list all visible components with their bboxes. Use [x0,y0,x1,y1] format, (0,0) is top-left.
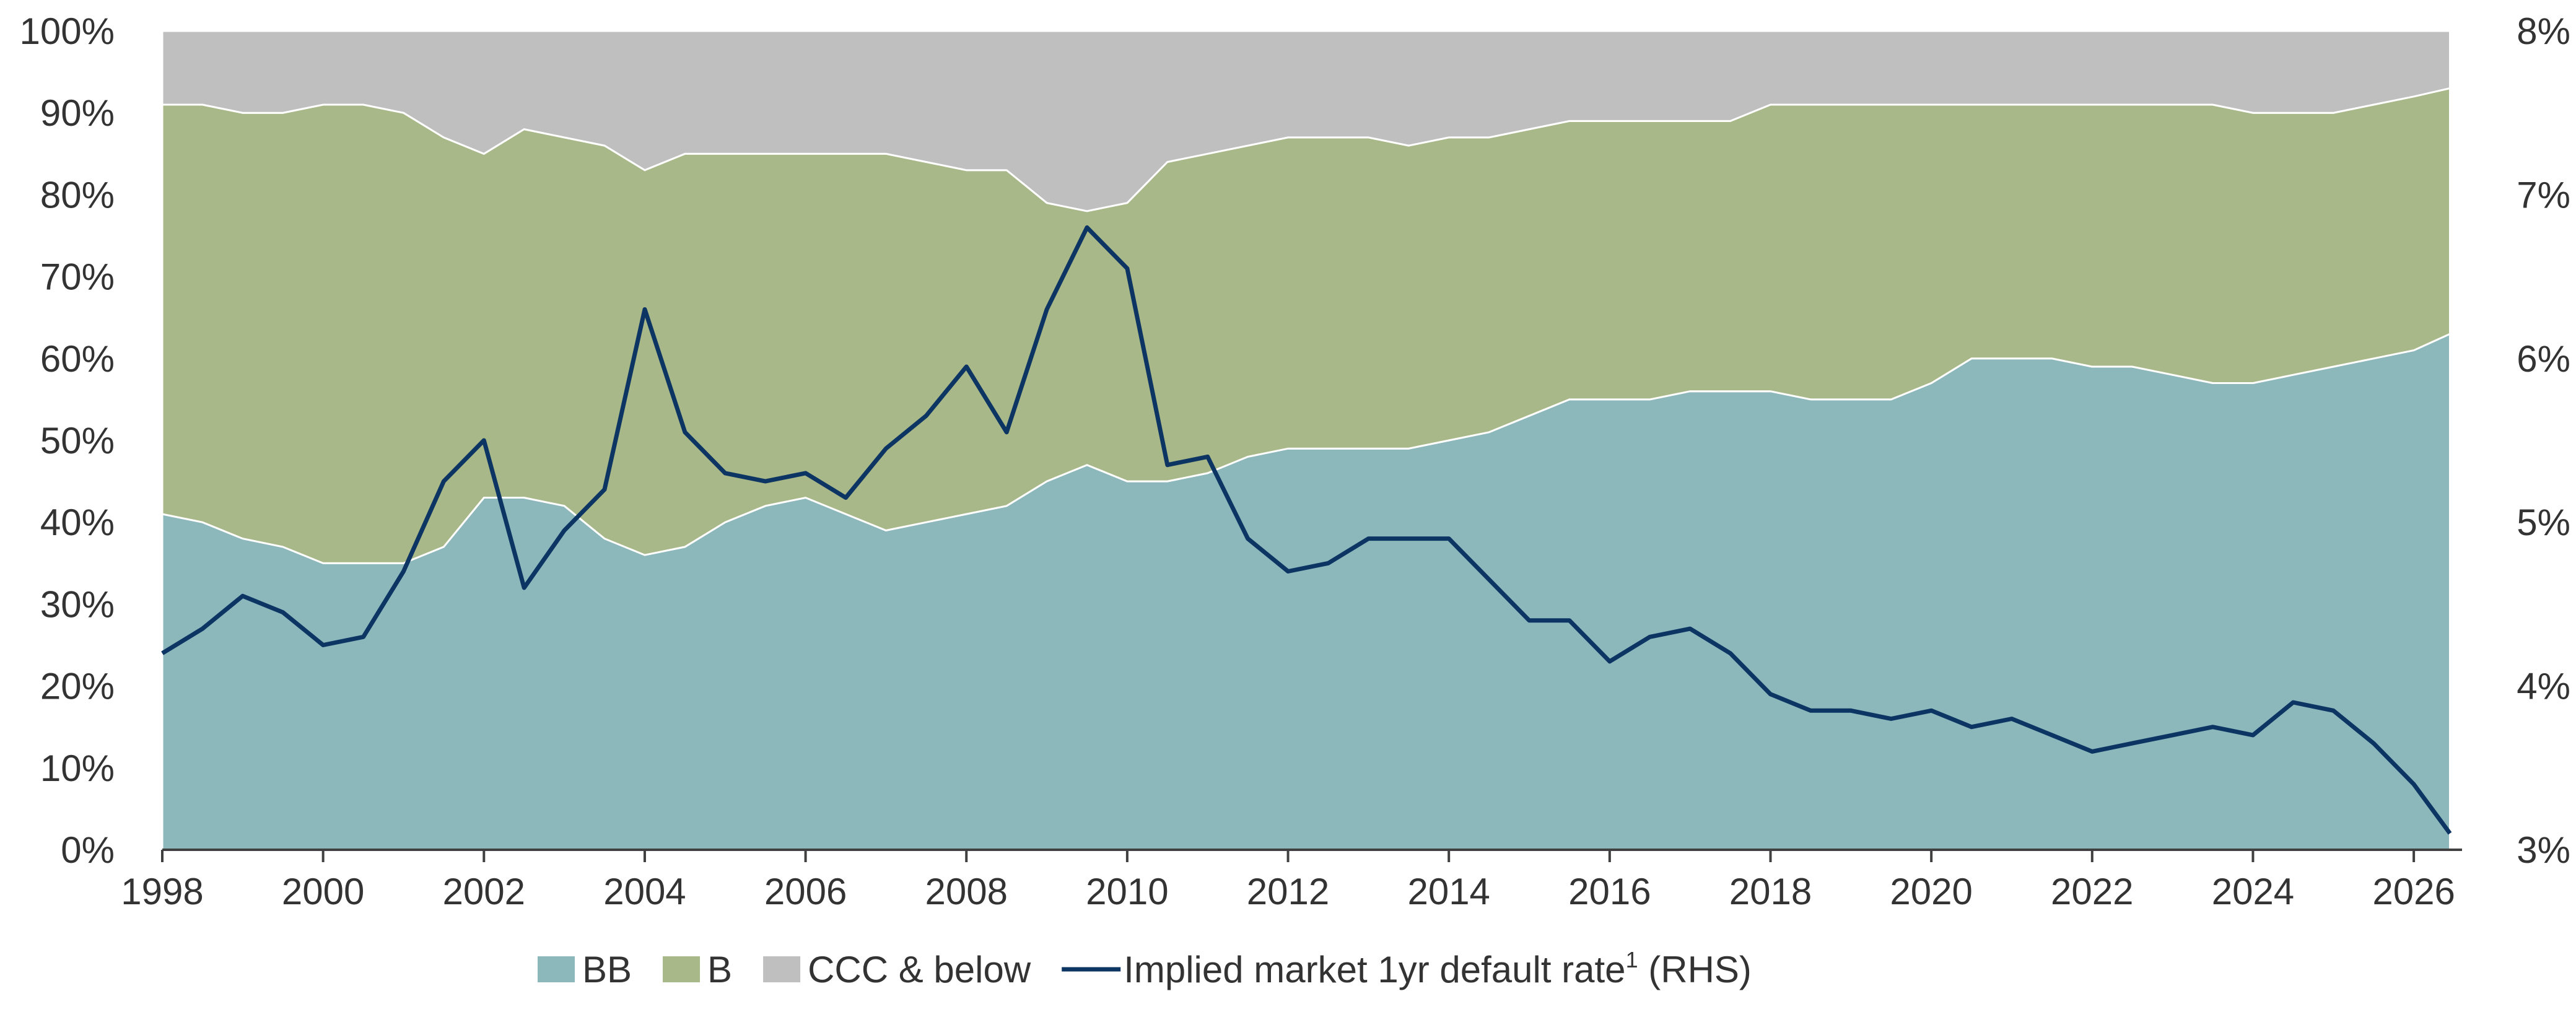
x-tick-label: 1998 [121,871,203,912]
y-left-tick-label: 80% [40,174,115,216]
legend-swatch-bb [538,956,575,982]
area-ccc-and-below [161,30,2451,212]
x-tick-label: 2008 [925,871,1008,912]
legend-label-default-rate-text: Implied market 1yr default rate [1124,949,1625,990]
legend-swatch-b [663,956,701,982]
legend-label-b: B [707,949,732,990]
line-default-rate [161,225,2452,835]
y-right-tick-label: 5% [2517,502,2570,543]
y-left-tick-label: 40% [40,502,115,543]
y-right-tick-label: 7% [2517,174,2570,216]
x-tick-label: 2002 [443,871,525,912]
y-left-tick-label: 20% [40,666,115,707]
x-tick-label: 2000 [282,871,364,912]
y-left-tick-label: 70% [40,256,115,298]
stacked-areas [161,30,2451,851]
legend: BB B CCC & below Implied market 1yr default… [538,947,1752,990]
x-tick-label: 2024 [2212,871,2294,912]
legend-label-bb: BB [582,949,632,990]
y-left-tick-label: 90% [40,92,115,134]
y-left-tick-label: 0% [61,829,115,871]
y-right-tick-label: 6% [2517,338,2570,380]
legend-swatch-ccc-and-below [763,956,801,982]
x-tick-label: 2010 [1086,871,1168,912]
legend-rhs-suffix: (RHS) [1638,949,1752,990]
legend-label-default-rate: Implied market 1yr default rate1 (RHS) [1124,947,1752,990]
line-layer [161,225,2452,835]
legend-label-ccc-and-below: CCC & below [808,949,1031,990]
legend-footnote-marker: 1 [1626,947,1638,972]
y-left-tick-label: 100% [20,11,115,52]
x-tick-label: 2018 [1729,871,1812,912]
x-tick-label: 2004 [603,871,686,912]
x-tick-label: 2020 [1890,871,1972,912]
x-tick-label: 2026 [2372,871,2455,912]
y-right-tick-label: 8% [2517,11,2570,52]
axes: 1998 2000 2002 2004 2006 2008 2010 2012 2014 2016… [20,11,2570,912]
x-tick-label: 2012 [1247,871,1329,912]
x-tick-label: 2016 [1568,871,1651,912]
x-tick-label: 2022 [2051,871,2133,912]
y-right-tick-label: 3% [2517,829,2570,871]
y-right-tick-label: 4% [2517,666,2570,707]
y-left-tick-label: 60% [40,338,115,380]
y-left-tick-label: 10% [40,748,115,789]
y-left-tick-label: 50% [40,420,115,461]
y-left-tick-label: 30% [40,583,115,625]
x-tick-label: 2014 [1407,871,1490,912]
x-tick-label: 2006 [764,871,847,912]
